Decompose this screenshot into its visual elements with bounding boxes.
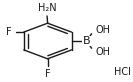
Text: F: F [6,27,11,37]
Text: B: B [83,36,90,46]
Text: OH: OH [95,46,110,56]
Text: HCl: HCl [114,67,131,77]
Text: F: F [45,69,50,79]
Text: OH: OH [95,26,110,36]
Text: H₂N: H₂N [38,3,56,13]
